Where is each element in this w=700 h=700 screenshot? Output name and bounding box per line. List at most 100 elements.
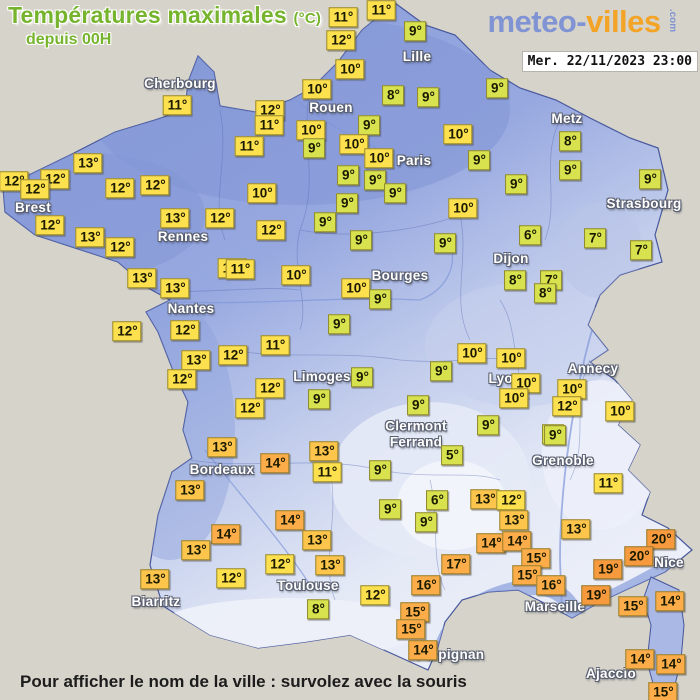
temp-label[interactable]: 10° [281,265,311,285]
temp-label[interactable]: 12° [496,490,526,510]
temp-label[interactable]: 16° [411,575,441,595]
temp-label[interactable]: 8° [382,85,404,105]
temp-label[interactable]: 9° [379,499,401,519]
temp-label[interactable]: 16° [536,575,566,595]
temp-label[interactable]: 7° [630,240,652,260]
temp-label[interactable]: 12° [256,220,286,240]
temp-label[interactable]: 12° [105,178,135,198]
temp-label[interactable]: 20° [624,546,654,566]
temp-label[interactable]: 11° [593,473,623,493]
temp-label[interactable]: 12° [255,378,285,398]
temp-label[interactable]: 19° [593,559,623,579]
temp-label[interactable]: 9° [336,193,358,213]
temp-label[interactable]: 10° [341,278,371,298]
temp-label[interactable]: 9° [639,169,661,189]
temp-label[interactable]: 11° [260,335,290,355]
temp-label[interactable]: 9° [404,21,426,41]
temp-label[interactable]: 9° [434,233,456,253]
temp-label[interactable]: 9° [415,512,437,532]
temp-label[interactable]: 9° [303,138,325,158]
temp-label[interactable]: 17° [441,554,471,574]
temp-label[interactable]: 9° [364,170,386,190]
temp-label[interactable]: 12° [170,320,200,340]
temp-label[interactable]: 12° [20,179,50,199]
temp-label[interactable]: 10° [605,401,635,421]
temp-label[interactable]: 13° [160,208,190,228]
temp-label[interactable]: 9° [369,289,391,309]
site-logo[interactable]: meteo-villes .com [487,4,684,40]
temp-label[interactable]: 9° [417,87,439,107]
temp-label[interactable]: 12° [105,237,135,257]
temp-label[interactable]: 10° [364,148,394,168]
temp-label[interactable]: 12° [235,398,265,418]
temp-label[interactable]: 13° [140,569,170,589]
temp-label[interactable]: 9° [430,361,452,381]
temp-label[interactable]: 15° [521,548,551,568]
temp-label[interactable]: 12° [140,175,170,195]
temp-label[interactable]: 10° [448,198,478,218]
temp-label[interactable]: 10° [296,120,326,140]
temp-label[interactable]: 13° [73,153,103,173]
temp-label[interactable]: 6° [519,225,541,245]
temp-label[interactable]: 10° [496,348,526,368]
temp-label[interactable]: 14° [260,453,290,473]
temp-label[interactable]: 10° [339,134,369,154]
temp-label[interactable]: 9° [559,160,581,180]
temp-label[interactable]: 10° [457,343,487,363]
temp-label[interactable]: 15° [512,565,542,585]
temp-label[interactable]: 10° [443,124,473,144]
temp-label[interactable]: 13° [181,540,211,560]
temp-label[interactable]: 9° [308,389,330,409]
temp-label[interactable]: 12° [112,321,142,341]
temp-label[interactable]: 9° [468,150,490,170]
temp-label[interactable]: 13° [315,555,345,575]
temp-label[interactable]: 11° [312,462,342,482]
temp-label[interactable]: 12° [35,215,65,235]
temp-label[interactable]: 15° [618,596,648,616]
temp-label[interactable]: 12° [167,369,197,389]
temp-label[interactable]: 12° [360,585,390,605]
temp-label[interactable]: 11° [234,136,264,156]
temp-label[interactable]: 13° [470,489,500,509]
temp-label[interactable]: 12° [326,30,356,50]
temp-label[interactable]: 13° [75,227,105,247]
temp-label[interactable]: 13° [207,437,237,457]
temp-label[interactable]: 15° [648,682,678,700]
temp-label[interactable]: 12° [552,396,582,416]
temp-label[interactable]: 15° [400,602,430,622]
temp-label[interactable]: 11° [254,115,284,135]
temp-label[interactable]: 14° [275,510,305,530]
temp-label[interactable]: 14° [476,533,506,553]
temp-label[interactable]: 7° [584,228,606,248]
temp-label[interactable]: 12° [216,568,246,588]
temp-label[interactable]: 12° [218,345,248,365]
temp-label[interactable]: 8° [307,599,329,619]
temp-label[interactable]: 13° [309,441,339,461]
temp-label[interactable]: 8° [559,131,581,151]
temp-label[interactable]: 9° [369,460,391,480]
temp-label[interactable]: 8° [504,270,526,290]
temp-label[interactable]: 14° [625,649,655,669]
temp-label[interactable]: 14° [656,654,686,674]
temp-label[interactable]: 10° [302,79,332,99]
temp-label[interactable]: 11° [328,7,358,27]
temp-label[interactable]: 13° [127,268,157,288]
temp-label[interactable]: 9° [505,174,527,194]
temp-label[interactable]: 11° [162,95,192,115]
temp-label[interactable]: 11° [366,0,396,20]
temp-label[interactable]: 20° [646,529,676,549]
temp-label[interactable]: 6° [426,490,448,510]
temp-label[interactable]: 13° [181,350,211,370]
temp-label[interactable]: 12° [265,554,295,574]
temp-label[interactable]: 9° [358,115,380,135]
temp-label[interactable]: 13° [160,278,190,298]
temp-label[interactable]: 10° [247,183,277,203]
temp-label[interactable]: 10° [511,373,541,393]
temp-label[interactable]: 10° [499,388,529,408]
temp-label[interactable]: 9° [486,78,508,98]
temp-label[interactable]: 13° [561,519,591,539]
temp-label[interactable]: 5° [441,445,463,465]
temp-label[interactable]: 9° [544,425,566,445]
temp-label[interactable]: 10° [335,59,365,79]
temp-label[interactable]: 19° [581,585,611,605]
